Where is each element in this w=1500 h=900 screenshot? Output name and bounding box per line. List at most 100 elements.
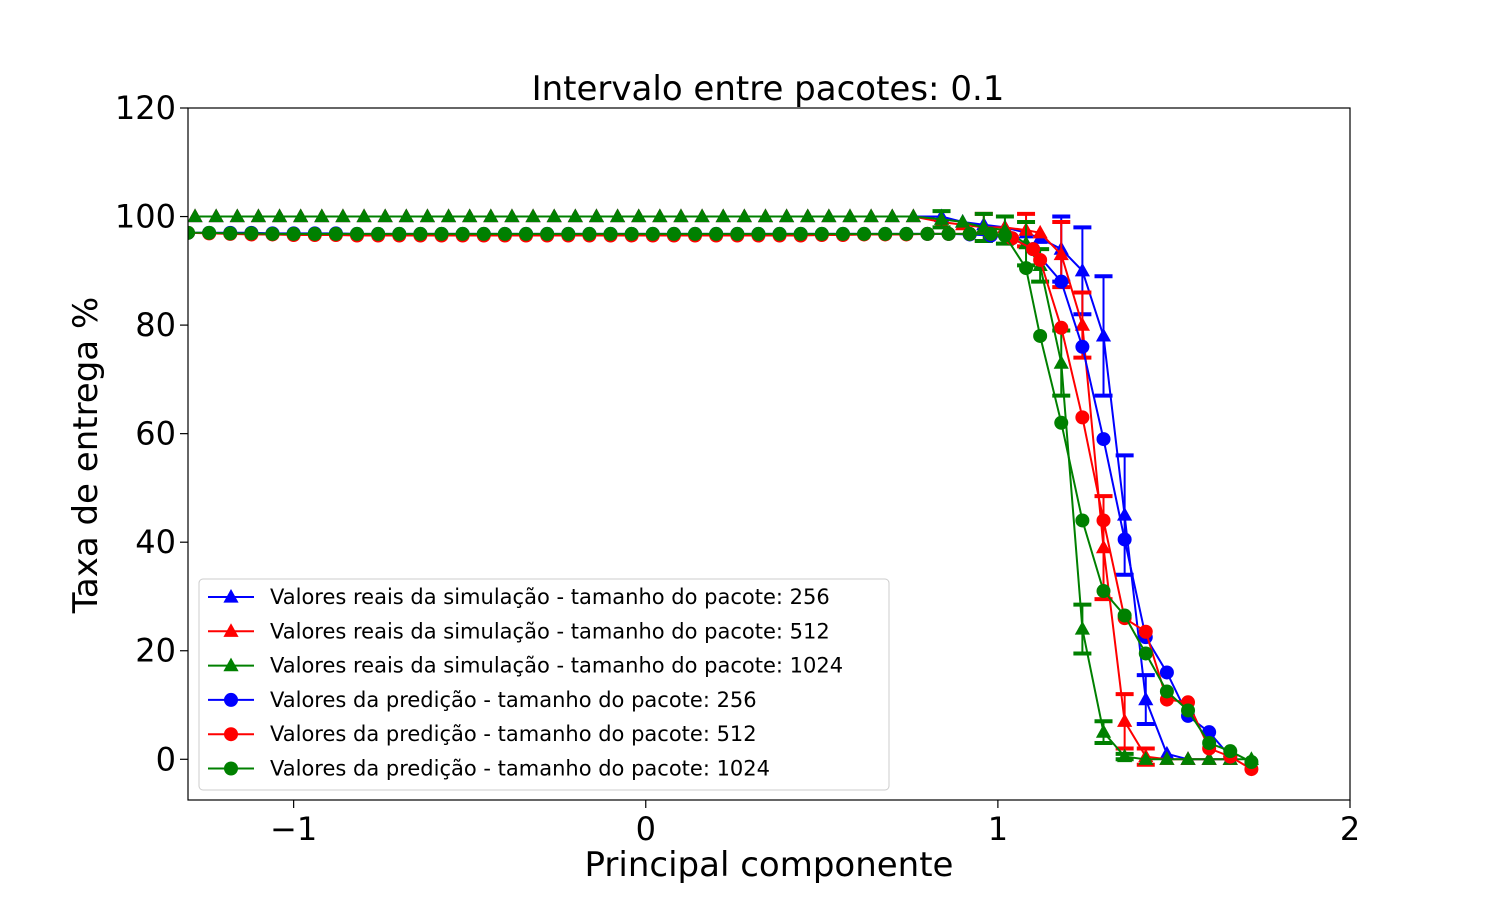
data-point-triangle [842,208,858,223]
legend-item: Valores da predição - tamanho do pacote:… [208,757,770,781]
data-point-triangle [884,208,900,223]
legend-box [198,578,890,791]
data-point-circle [265,226,280,241]
data-point-circle [244,226,259,241]
data-point-triangle [229,208,245,223]
data-point-circle [307,226,322,241]
data-point-triangle [271,208,288,223]
legend-label: Valores reais da simulação - tamanho do … [270,654,843,678]
data-point-triangle [293,208,309,223]
y-tick-label: 120 [115,89,176,127]
data-point-triangle [736,208,752,223]
data-point-circle [286,226,301,241]
data-point-triangle [504,208,520,223]
data-point-circle [1075,410,1090,425]
data-point-triangle [1138,751,1154,765]
data-point-circle [1054,415,1069,430]
data-point-circle [709,226,724,241]
data-point-circle [603,226,618,241]
data-point-triangle [609,208,626,223]
data-point-circle [392,226,407,241]
data-point-circle [1096,432,1111,447]
data-point-circle [497,226,512,241]
legend: Valores reais da simulação - tamanho do … [198,578,890,791]
data-point-triangle [1074,317,1090,331]
data-point-triangle [863,208,879,223]
data-point-triangle [821,208,837,223]
data-point-triangle [1095,724,1112,738]
legend-item: Valores reais da simulação - tamanho do … [208,654,843,678]
data-point-circle [455,226,470,241]
legend-item: Valores da predição - tamanho do pacote:… [208,722,757,746]
legend-marker-circle [224,727,238,742]
data-point-triangle [1201,751,1217,765]
y-tick-label: 40 [135,523,176,561]
x-tick-label: 0 [636,810,656,848]
data-point-circle [645,226,660,241]
data-point-circle [350,226,365,241]
data-point-triangle [673,208,689,223]
x-tick-label: −1 [270,810,317,848]
data-point-triangle [419,208,436,223]
data-point-triangle [1138,691,1154,706]
data-point-circle [434,226,449,241]
data-point-circle [1096,513,1111,528]
data-point-circle [962,226,977,241]
data-point-circle [1181,703,1196,718]
data-point-triangle [440,208,457,223]
data-point-circle [793,226,808,241]
data-point-triangle [652,208,668,223]
series-line [188,231,1252,763]
data-point-triangle [462,208,478,223]
data-point-circle [751,226,766,241]
data-point-triangle [377,208,393,223]
data-point-triangle [1053,355,1069,369]
data-point-circle [202,225,217,240]
data-point-triangle [631,208,647,223]
data-point-triangle [398,208,414,223]
data-point-triangle [1180,751,1196,765]
data-point-triangle [188,208,203,223]
data-point-circle [899,226,914,241]
legend-item: Valores da predição - tamanho do pacote:… [208,688,757,712]
data-point-triangle [588,208,605,223]
x-tick-label: 2 [1340,810,1360,848]
data-point-circle [1138,624,1153,639]
data-point-triangle [1053,246,1069,261]
legend-marker-triangle [223,623,239,637]
y-tick-label: 80 [135,306,176,344]
data-point-triangle [546,208,562,223]
data-point-circle [857,226,872,241]
data-point-triangle [800,208,816,223]
data-point-triangle [933,211,950,225]
legend-item: Valores reais da simulação - tamanho do … [208,619,830,643]
data-point-triangle [314,208,330,223]
y-tick-label: 20 [135,632,176,670]
data-point-triangle [779,208,795,223]
data-point-circle [1202,736,1217,751]
legend-label: Valores reais da simulação - tamanho do … [270,619,830,643]
data-point-circle [1159,665,1174,680]
data-point-circle [983,226,998,241]
data-point-triangle [1159,751,1175,765]
data-point-triangle [1074,621,1090,635]
legend-label: Valores da predição - tamanho do pacote:… [270,757,770,781]
data-point-circle [1117,532,1132,547]
plot-area [188,208,1260,777]
data-point-circle [1054,320,1069,335]
data-point-circle [920,226,935,241]
legend-marker-circle [224,761,238,776]
data-point-triangle [525,208,541,223]
data-point-circle [1117,608,1132,623]
data-point-triangle [955,213,971,228]
data-point-circle [1054,274,1069,289]
data-point-circle [835,226,850,241]
y-tick-label: 100 [115,198,176,236]
data-point-circle [666,226,681,241]
data-point-circle [688,226,703,241]
data-point-circle [328,226,343,241]
data-point-circle [1138,646,1153,661]
data-point-circle [1026,242,1041,257]
